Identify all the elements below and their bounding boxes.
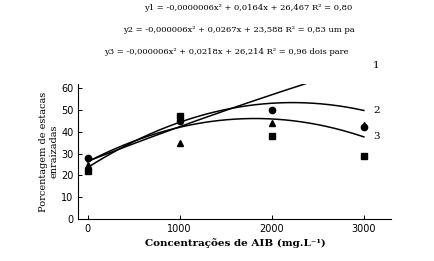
Text: 3: 3 [372,132,379,141]
Text: y3 = -0,000006x² + 0,0218x + 26,214 R² = 0,96 dois pare: y3 = -0,000006x² + 0,0218x + 26,214 R² =… [104,48,348,56]
Y-axis label: Porcentagem de estacas
enraizadas: Porcentagem de estacas enraizadas [39,91,58,211]
Text: y1 = -0,0000006x² + 0,0164x + 26,467 R² = 0,80: y1 = -0,0000006x² + 0,0164x + 26,467 R² … [144,4,351,12]
Text: 2: 2 [372,106,379,115]
Text: 1: 1 [372,61,379,70]
Text: y2 = -0,000006x² + 0,0267x + 23,588 R² = 0,83 um pa: y2 = -0,000006x² + 0,0267x + 23,588 R² =… [123,26,354,34]
X-axis label: Concentrações de AIB (mg.L⁻¹): Concentrações de AIB (mg.L⁻¹) [144,238,325,248]
